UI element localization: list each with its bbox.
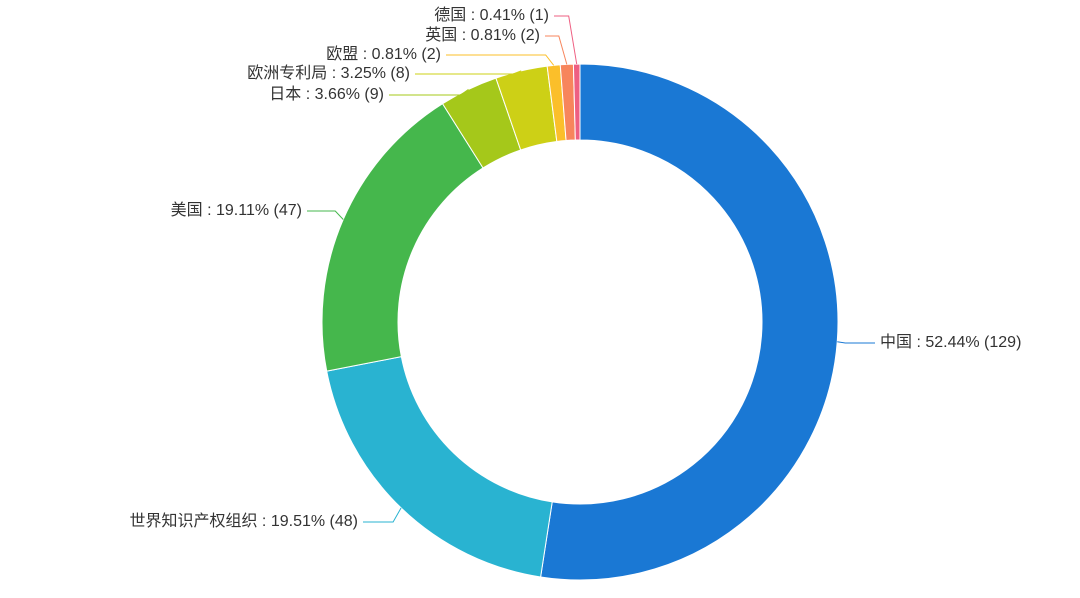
data-label: 德国 : 0.41% (1) <box>434 6 549 24</box>
leader-line <box>554 15 578 65</box>
leader-line <box>389 88 469 96</box>
data-label: 美国 : 19.11% (47) <box>171 201 302 219</box>
data-label: 日本 : 3.66% (9) <box>269 85 384 103</box>
leader-line <box>446 54 555 66</box>
leader-line <box>837 341 875 344</box>
slice <box>540 63 839 581</box>
data-label: 中国 : 52.44% (129) <box>880 333 1021 351</box>
leader-line <box>545 35 568 65</box>
slice <box>572 63 581 141</box>
leader-line <box>307 210 344 220</box>
slice <box>321 102 484 372</box>
data-label: 英国 : 0.81% (2) <box>425 26 540 44</box>
leader-line <box>415 70 522 75</box>
slice <box>326 356 553 578</box>
data-label: 世界知识产权组织 : 19.51% (48) <box>129 512 358 530</box>
data-label: 欧洲专利局 : 3.25% (8) <box>247 64 410 82</box>
data-label: 欧盟 : 0.81% (2) <box>326 45 441 63</box>
leader-line <box>363 507 402 523</box>
